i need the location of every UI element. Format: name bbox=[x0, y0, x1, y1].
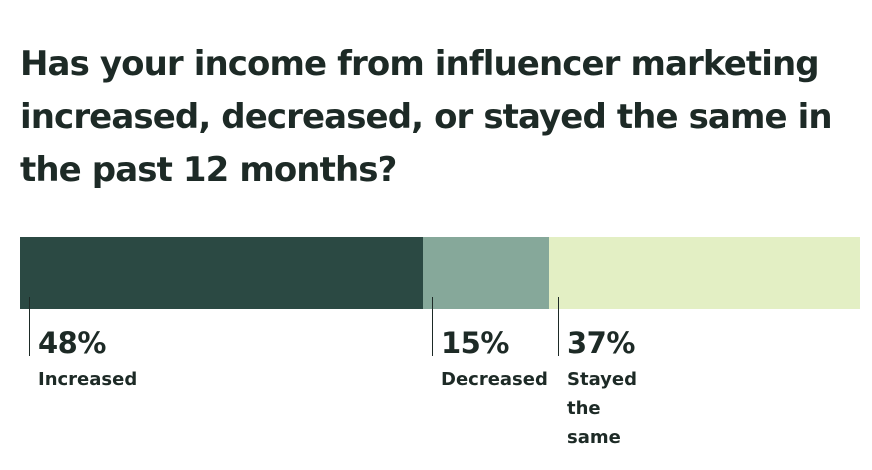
value-label: 15% bbox=[441, 326, 509, 360]
category-label: Increased bbox=[38, 369, 138, 390]
callout-tick bbox=[29, 297, 30, 356]
stacked-bar bbox=[20, 237, 860, 309]
callout-tick bbox=[432, 297, 433, 356]
category-label: Decreased bbox=[441, 369, 548, 390]
bar-segment bbox=[423, 237, 549, 309]
chart-title: Has your income from influencer marketin… bbox=[20, 44, 833, 190]
category-label: Stayed the same bbox=[567, 369, 637, 448]
value-label: 48% bbox=[38, 326, 106, 360]
bar-segment bbox=[20, 237, 423, 309]
callout-tick bbox=[558, 297, 559, 356]
bar-segment bbox=[549, 237, 860, 309]
value-label: 37% bbox=[567, 326, 635, 360]
